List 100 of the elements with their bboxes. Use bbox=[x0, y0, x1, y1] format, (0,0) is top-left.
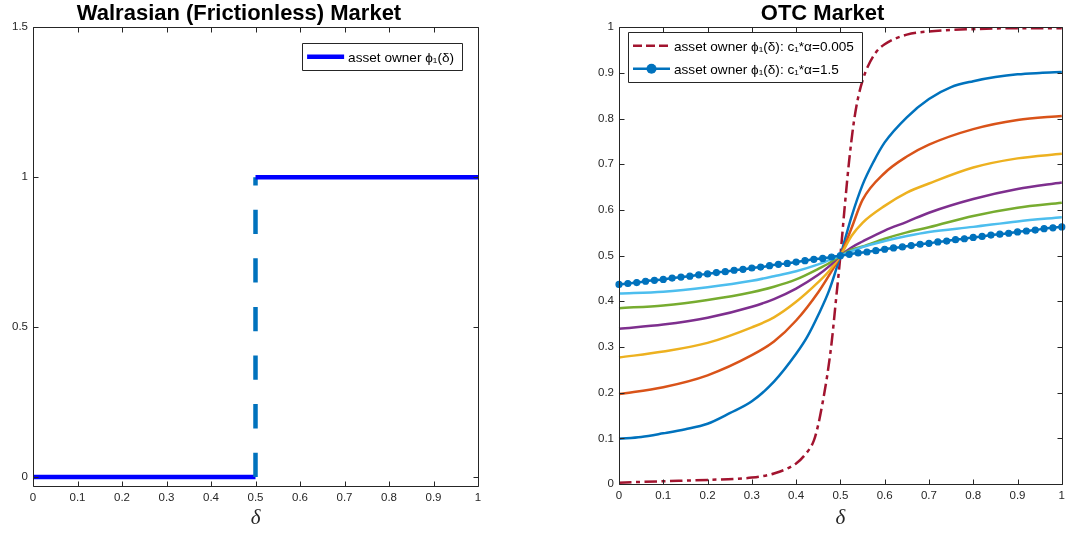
x-tick-label: 0.4 bbox=[203, 491, 220, 504]
legend-label: asset owner ϕ₁(δ): c₁*α=0.005 bbox=[674, 38, 854, 54]
point bbox=[624, 279, 632, 288]
y-tick-label: 0.2 bbox=[598, 385, 614, 398]
point bbox=[943, 237, 951, 245]
x-tick-label: 0.3 bbox=[743, 489, 760, 502]
point bbox=[801, 257, 809, 265]
y-tick-label: 0.7 bbox=[598, 157, 614, 170]
point bbox=[721, 268, 729, 276]
point bbox=[934, 238, 942, 246]
x-tick-label: 0.7 bbox=[920, 489, 937, 502]
line-series bbox=[617, 26, 1064, 484]
line-series bbox=[617, 201, 1064, 310]
point bbox=[1049, 224, 1057, 232]
point bbox=[774, 260, 783, 268]
point bbox=[907, 242, 915, 250]
y-tick-label: 0.3 bbox=[598, 340, 614, 353]
x-tick-label: 0.8 bbox=[965, 489, 982, 502]
point bbox=[845, 250, 853, 258]
point bbox=[987, 231, 995, 239]
point bbox=[633, 279, 641, 287]
point bbox=[641, 277, 650, 285]
point bbox=[730, 266, 738, 274]
point bbox=[951, 236, 960, 244]
point bbox=[650, 276, 659, 284]
point bbox=[686, 272, 694, 280]
line-series bbox=[617, 216, 1064, 295]
point bbox=[925, 239, 933, 247]
point bbox=[810, 255, 818, 263]
y-tick-label: 0.8 bbox=[598, 111, 614, 124]
x-tick-label: 0.9 bbox=[1009, 489, 1026, 502]
point bbox=[898, 243, 906, 251]
y-tick-label: 0.4 bbox=[598, 294, 615, 307]
x-tick-label: 0.1 bbox=[655, 489, 672, 502]
x-tick-label: 0.1 bbox=[69, 491, 86, 504]
x-tick-label: 0.2 bbox=[114, 491, 130, 504]
x-tick-label: 0.6 bbox=[876, 489, 893, 502]
point bbox=[757, 263, 765, 271]
x-axis-title: δ bbox=[835, 504, 847, 529]
point bbox=[765, 262, 774, 270]
point bbox=[1013, 228, 1022, 236]
point bbox=[1031, 226, 1039, 234]
point bbox=[996, 230, 1004, 238]
line-series bbox=[617, 181, 1064, 330]
point bbox=[1040, 225, 1048, 233]
point bbox=[916, 240, 924, 248]
y-tick-label: 1 bbox=[21, 170, 28, 183]
x-tick-label: 0.6 bbox=[292, 491, 308, 504]
point bbox=[712, 268, 721, 277]
point bbox=[819, 254, 827, 262]
chart-title: Walrasian (Frictionless) Market bbox=[76, 0, 402, 25]
x-tick-label: 0.5 bbox=[247, 491, 264, 504]
point bbox=[827, 253, 836, 261]
point bbox=[748, 264, 756, 272]
point bbox=[863, 248, 871, 256]
point bbox=[872, 247, 880, 255]
x-tick-label: 0.4 bbox=[788, 489, 805, 502]
x-tick-label: 0.8 bbox=[381, 491, 397, 504]
x-tick-label: 0 bbox=[29, 491, 37, 504]
y-tick-label: 0 bbox=[607, 477, 614, 490]
y-tick-label: 0.5 bbox=[598, 248, 614, 261]
x-tick-label: 1 bbox=[1058, 489, 1066, 502]
y-tick-label: 0.6 bbox=[598, 203, 614, 216]
point bbox=[854, 249, 862, 257]
y-tick-label: 0.5 bbox=[12, 320, 28, 333]
y-tick-label: 1 bbox=[607, 20, 614, 33]
x-axis-title: δ bbox=[250, 504, 262, 529]
point bbox=[881, 245, 889, 253]
legend-label: asset owner ϕ₁(δ) bbox=[348, 49, 454, 65]
point bbox=[1022, 227, 1030, 235]
point bbox=[889, 244, 898, 252]
y-tick-label: 0.9 bbox=[598, 66, 614, 79]
x-tick-label: 1 bbox=[474, 491, 482, 504]
point bbox=[703, 270, 712, 278]
point bbox=[615, 280, 623, 289]
point bbox=[783, 259, 791, 268]
x-tick-label: 0.9 bbox=[425, 491, 442, 504]
y-tick-label: 1.5 bbox=[12, 20, 28, 33]
x-tick-label: 0 bbox=[615, 489, 623, 502]
point bbox=[1058, 223, 1066, 231]
point bbox=[668, 274, 676, 282]
y-tick-label: 0.1 bbox=[598, 431, 614, 444]
line-series bbox=[617, 114, 1064, 396]
point bbox=[978, 232, 986, 241]
y-tick-label: 0 bbox=[21, 470, 28, 483]
point bbox=[1005, 229, 1013, 237]
point bbox=[792, 258, 800, 266]
chart-title: OTC Market bbox=[760, 0, 885, 25]
point bbox=[969, 233, 977, 241]
x-tick-label: 0.7 bbox=[336, 491, 353, 504]
legend-label: asset owner ϕ₁(δ): c₁*α=1.5 bbox=[674, 61, 839, 77]
x-tick-label: 0.2 bbox=[699, 489, 716, 502]
point bbox=[836, 252, 844, 260]
point bbox=[695, 271, 703, 279]
point bbox=[739, 265, 747, 273]
point bbox=[960, 235, 968, 243]
point bbox=[659, 275, 667, 283]
line-series bbox=[617, 152, 1064, 359]
x-tick-label: 0.5 bbox=[832, 489, 849, 502]
point bbox=[677, 273, 685, 281]
